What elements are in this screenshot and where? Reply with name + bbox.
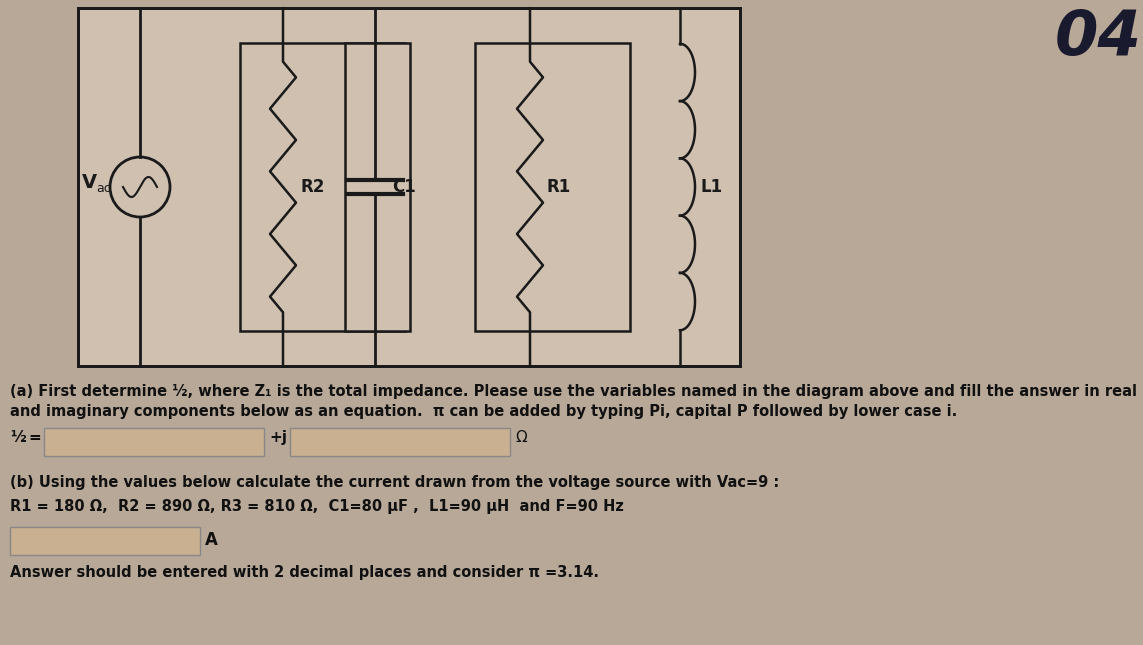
Text: V: V [82,172,97,192]
Polygon shape [78,8,740,366]
Text: A: A [205,531,218,549]
Polygon shape [345,43,410,331]
Text: R1: R1 [547,178,572,196]
Text: ac: ac [96,183,111,195]
Text: R2: R2 [299,178,325,196]
Text: Answer should be entered with 2 decimal places and consider π =3.14.: Answer should be entered with 2 decimal … [10,565,599,580]
Text: (a) First determine ½, where Z₁ is the total impedance. Please use the variables: (a) First determine ½, where Z₁ is the t… [10,384,1137,399]
Polygon shape [43,428,264,456]
Polygon shape [475,43,630,331]
Text: R1 = 180 Ω,  R2 = 890 Ω, R3 = 810 Ω,  C1=80 μF ,  L1=90 μH  and F=90 Hz: R1 = 180 Ω, R2 = 890 Ω, R3 = 810 Ω, C1=8… [10,499,624,514]
Text: and imaginary components below as an equation.  π can be added by typing Pi, cap: and imaginary components below as an equ… [10,404,957,419]
Polygon shape [240,43,405,331]
Polygon shape [10,527,200,555]
Text: Ω: Ω [515,430,527,445]
Polygon shape [290,428,510,456]
Text: L1: L1 [700,178,722,196]
Text: ½: ½ [10,430,26,445]
Text: (b) Using the values below calculate the current drawn from the voltage source w: (b) Using the values below calculate the… [10,475,780,490]
Text: =: = [27,430,41,445]
Text: +j: +j [269,430,287,445]
Text: C1: C1 [392,178,416,196]
Text: 04: 04 [1055,8,1142,68]
